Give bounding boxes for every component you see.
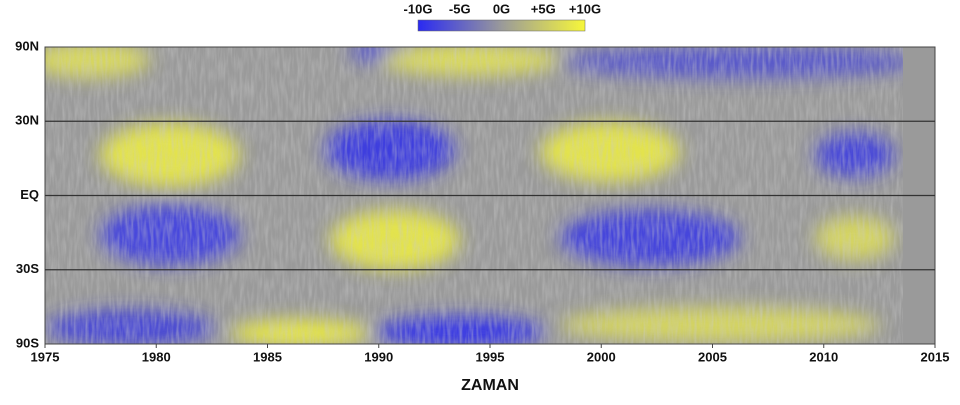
x-tick-label: 2010 (809, 349, 838, 364)
x-tick-label: 1980 (142, 349, 171, 364)
y-tick-label: 30S (16, 261, 39, 276)
x-tick-label: 1990 (364, 349, 393, 364)
y-tick-label: EQ (20, 187, 39, 202)
x-axis-title: ZAMAN (461, 377, 519, 394)
colorbar-tick-label: -5G (449, 1, 471, 16)
y-tick-label: 90N (15, 38, 39, 53)
colorbar-tick-label: +5G (531, 1, 556, 16)
colorbar (417, 19, 586, 32)
colorbar-tick-label: 0G (493, 1, 510, 16)
x-tick-label: 1985 (253, 349, 282, 364)
x-tick-label: 2000 (587, 349, 616, 364)
x-tick-label: 1995 (476, 349, 505, 364)
colorbar-tick-label: -10G (404, 1, 433, 16)
y-tick-label: 90S (16, 335, 39, 350)
x-tick-label: 1975 (31, 349, 60, 364)
y-tick-label: 30N (15, 113, 39, 128)
colorbar-tick-label: +10G (569, 1, 601, 16)
x-tick-label: 2005 (698, 349, 727, 364)
x-tick-label: 2015 (921, 349, 950, 364)
